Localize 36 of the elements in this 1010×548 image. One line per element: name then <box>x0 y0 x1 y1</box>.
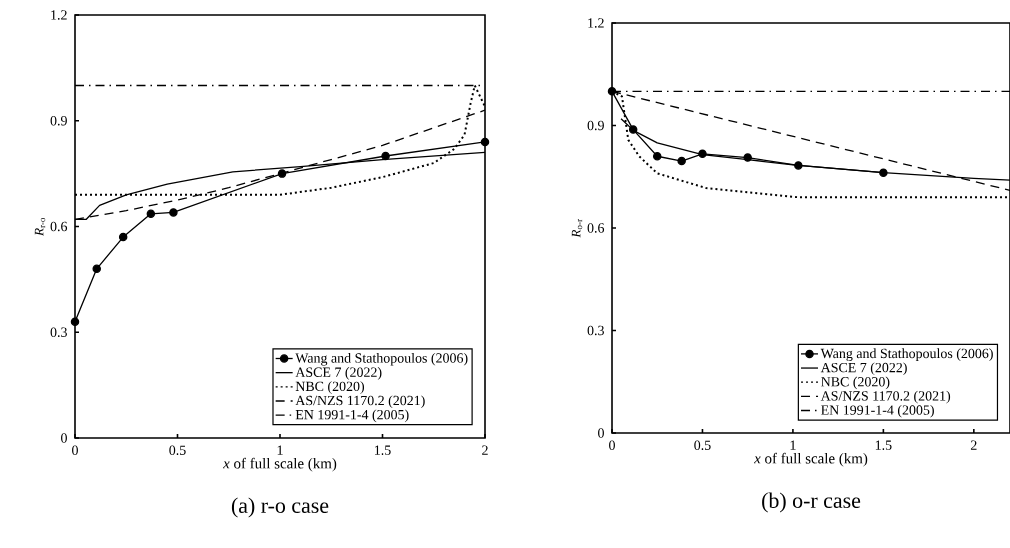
text: (b) o-r case <box>762 492 861 513</box>
legend-label: ASCE 7 (2022) <box>820 362 907 376</box>
x-tick-label: 1 <box>790 440 796 450</box>
legend-label: NBC (2020) <box>821 376 890 390</box>
legend-label: AS/NZS 1170.2 (2021) <box>295 395 425 409</box>
y-tick-label: 1.2 <box>588 18 604 28</box>
text: (a) r-o case <box>231 497 329 518</box>
y-tick-label: 1.2 <box>51 10 67 20</box>
legend-label: Wang and Stathopoulos (2006) <box>295 352 468 366</box>
y-tick-label: 0 <box>61 433 67 443</box>
x-tick-label: 1.5 <box>875 440 892 450</box>
x-tick-label: 1.5 <box>375 445 391 455</box>
x-tick-label: 0 <box>72 445 78 455</box>
x-tick-label: 0.5 <box>169 445 186 455</box>
x-tick-label: 0 <box>609 440 615 450</box>
y-tick-label: 0.3 <box>587 325 604 336</box>
x-axis-title: x of full scale (km) <box>222 457 337 472</box>
y-tick-label: 0.6 <box>587 223 605 233</box>
x-tick-label: 1 <box>277 445 283 455</box>
y-tick-label: 0.3 <box>50 327 67 337</box>
x-tick-label: 0.5 <box>694 440 711 450</box>
y-tick-label: 0.9 <box>50 116 67 126</box>
legend-label: AS/NZS 1170.2 (2021) <box>820 390 951 404</box>
legend-label: ASCE 7 (2022) <box>295 367 382 380</box>
y-tick-label: 0 <box>598 428 604 438</box>
x-tick-label: 2 <box>482 445 488 455</box>
legend-label: EN 1991-1-4 (2005) <box>821 404 934 418</box>
legend-label: NBC (2020) <box>295 381 365 394</box>
legend-label: EN 1991-1-4 (2005) <box>295 409 409 423</box>
y-tick-label: 0.6 <box>50 221 68 232</box>
legend-label: Wang and Stathopoulos (2006) <box>820 348 993 361</box>
x-axis-title: x of full scale (km) <box>753 452 868 467</box>
y-axis-title: R$_{o-r}$ <box>571 219 583 238</box>
y-tick-label: 0.9 <box>587 120 604 131</box>
x-tick-label: 2 <box>970 440 977 450</box>
y-axis-title: R$_{r-o}$ <box>34 217 46 236</box>
